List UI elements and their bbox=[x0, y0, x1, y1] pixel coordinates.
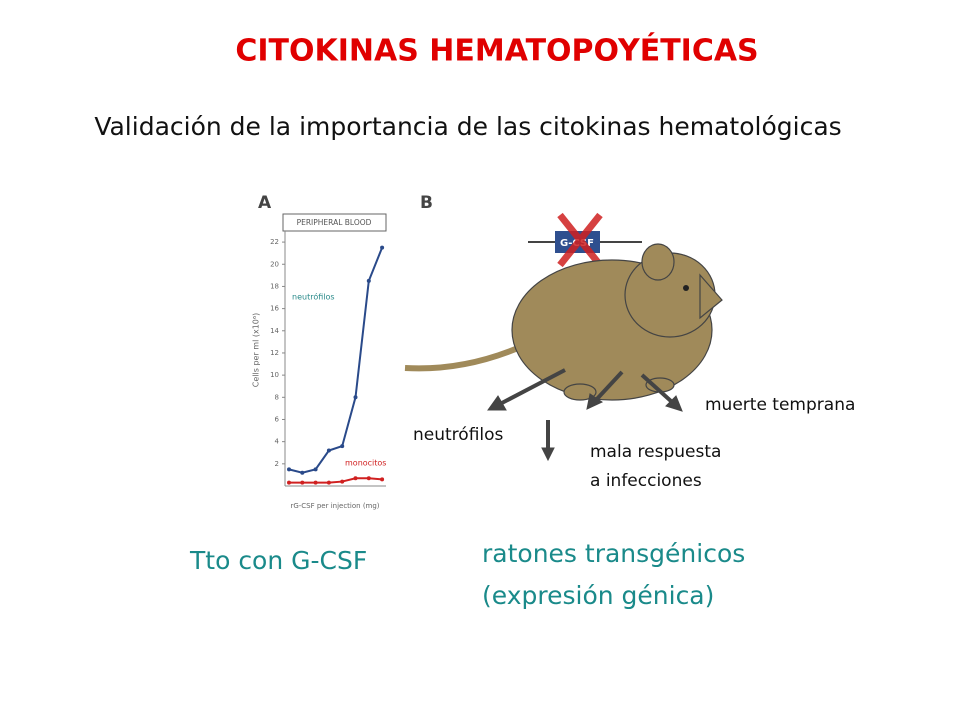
data-point bbox=[366, 278, 371, 283]
series-line bbox=[288, 247, 384, 474]
y-tick-label: 4 bbox=[275, 438, 280, 446]
data-point bbox=[340, 479, 345, 484]
series-label: monocitos bbox=[345, 459, 386, 468]
panel-letter: B bbox=[420, 193, 433, 213]
mouse bbox=[511, 243, 723, 401]
data-point bbox=[340, 444, 345, 449]
caption: Tto con G-CSF bbox=[189, 546, 367, 575]
caption: (expresión génica) bbox=[482, 581, 714, 610]
data-point bbox=[353, 395, 358, 400]
subtitle: Validación de la importancia de las cito… bbox=[94, 112, 841, 141]
y-tick-label: 20 bbox=[270, 260, 279, 268]
data-point bbox=[326, 480, 331, 485]
data-point bbox=[313, 467, 318, 472]
y-tick-label: 18 bbox=[270, 282, 279, 290]
y-tick-label: 10 bbox=[270, 371, 279, 379]
data-point bbox=[380, 245, 385, 250]
series-line bbox=[289, 477, 383, 484]
data-point bbox=[313, 480, 318, 485]
caption: ratones transgénicos bbox=[482, 539, 745, 568]
outcome: mala respuesta bbox=[590, 442, 721, 462]
neutrophil-label: neutrófilos bbox=[413, 425, 504, 445]
data-point bbox=[353, 476, 358, 481]
data-point bbox=[326, 448, 331, 453]
panel-a-chart: 2 4 6 8 10 12 14 16 18 20 22 neutrófilos monocitos bbox=[270, 238, 386, 485]
data-point bbox=[300, 480, 305, 485]
data-point bbox=[366, 476, 371, 481]
data-point bbox=[287, 467, 291, 472]
y-axis-label: Cells per ml (x10⁶) bbox=[252, 313, 261, 387]
panel-header-box bbox=[282, 213, 387, 232]
y-tick-label: 14 bbox=[270, 327, 279, 335]
y-tick-label: 16 bbox=[270, 305, 279, 313]
panel-letter: A bbox=[258, 193, 272, 213]
y-tick-label: 8 bbox=[275, 393, 279, 401]
y-tick-label: 2 bbox=[275, 460, 279, 468]
knockout-cross bbox=[557, 212, 603, 268]
outcome: a infecciones bbox=[590, 471, 702, 491]
data-point bbox=[287, 480, 291, 485]
data-point bbox=[380, 477, 385, 482]
outcome: muerte temprana bbox=[705, 395, 855, 415]
panel-header: PERIPHERAL BLOOD bbox=[297, 218, 372, 227]
arrows bbox=[487, 368, 683, 462]
mouse-tail bbox=[404, 342, 527, 372]
x-axis-label: rG-CSF per injection (mg) bbox=[290, 502, 379, 510]
title: CITOKINAS HEMATOPOYÉTICAS bbox=[235, 33, 758, 69]
y-tick-label: 6 bbox=[275, 415, 280, 423]
y-tick-label: 12 bbox=[270, 349, 279, 357]
y-tick-label: 22 bbox=[270, 238, 279, 246]
mouse-eye bbox=[683, 285, 689, 291]
data-point bbox=[300, 470, 305, 475]
series-label: neutrófilos bbox=[292, 292, 335, 302]
